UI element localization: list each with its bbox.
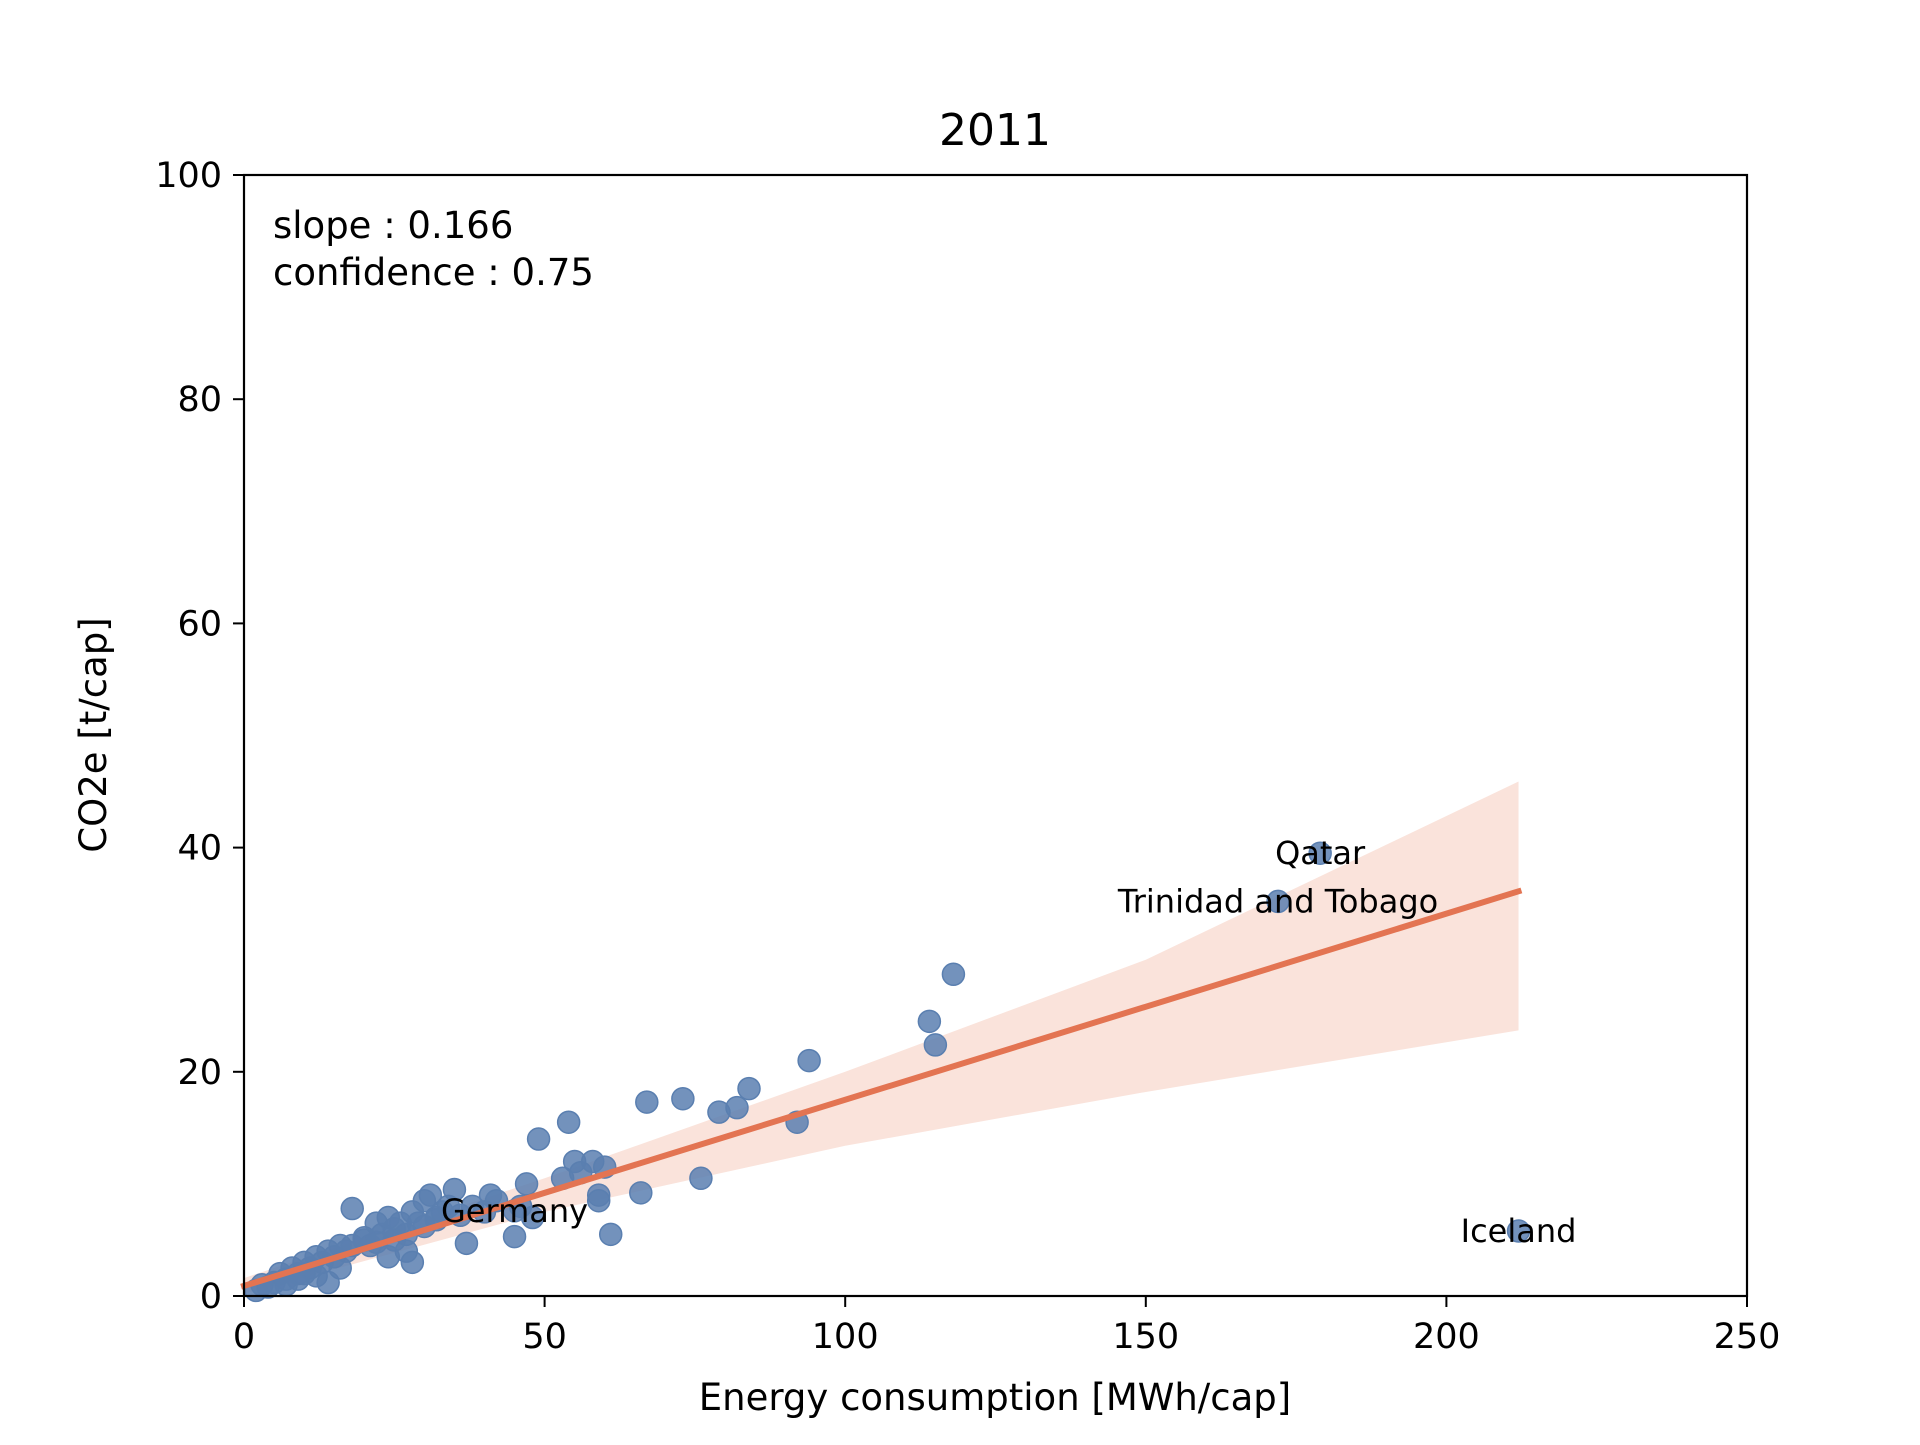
data-point: [635, 1090, 659, 1114]
point-label: Trinidad and Tobago: [1117, 882, 1438, 920]
y-axis-ticks: 0 20 40 60 80 100: [155, 156, 244, 1317]
data-point: [526, 1127, 551, 1151]
data-point: [400, 1250, 425, 1275]
data-point: [1308, 841, 1332, 865]
y-tick-label: 40: [177, 829, 222, 869]
y-tick-label: 60: [177, 604, 222, 644]
point-label: Iceland: [1461, 1212, 1577, 1250]
data-point: [671, 1086, 695, 1111]
x-tick-label: 150: [1112, 1317, 1179, 1357]
x-tick-label: 200: [1413, 1317, 1480, 1357]
x-axis-label: Energy consumption [MWh/cap]: [699, 1376, 1291, 1419]
data-point: [514, 1172, 539, 1196]
x-tick-label: 250: [1714, 1317, 1781, 1357]
data-point: [725, 1095, 749, 1120]
data-point: [797, 1048, 821, 1073]
y-tick-label: 100: [155, 156, 222, 196]
y-tick-label: 80: [177, 380, 222, 420]
data-point: [1506, 1219, 1531, 1243]
data-point: [1266, 889, 1290, 914]
y-axis-label: CO2e [t/cap]: [72, 617, 115, 852]
x-tick-label: 0: [233, 1317, 255, 1357]
data-point: [917, 1009, 942, 1034]
data-point: [598, 1222, 623, 1247]
x-tick-label: 100: [812, 1317, 879, 1357]
point-labels-layer: Qatar Trinidad and Tobago Iceland Germany: [441, 834, 1576, 1250]
data-point: [340, 1196, 364, 1221]
data-point: [418, 1183, 443, 1207]
chart-title: 2011: [939, 105, 1051, 156]
data-point: [923, 1033, 948, 1057]
slope-annotation: slope : 0.166: [273, 204, 513, 247]
data-point: [502, 1224, 527, 1249]
data-point: [442, 1177, 467, 1202]
plot-frame: [242, 173, 1749, 1298]
regression-line: [240, 887, 1523, 1290]
data-point: [737, 1076, 761, 1101]
point-label: Germany: [441, 1192, 588, 1230]
data-point: [629, 1181, 653, 1205]
data-point: [556, 1110, 581, 1134]
y-tick-label: 0: [200, 1277, 222, 1317]
confidence-annotation: confidence : 0.75: [273, 251, 594, 294]
data-point: [454, 1231, 479, 1256]
data-point: [586, 1188, 611, 1213]
y-tick-label: 20: [177, 1053, 222, 1093]
regression-line-layer: [240, 887, 1523, 1290]
data-point: [689, 1166, 713, 1191]
x-tick-label: 50: [522, 1317, 567, 1357]
point-label: Qatar: [1275, 834, 1366, 872]
data-point: [941, 962, 966, 987]
x-axis-ticks: 0 50 100 150 200 250: [233, 1296, 1781, 1357]
